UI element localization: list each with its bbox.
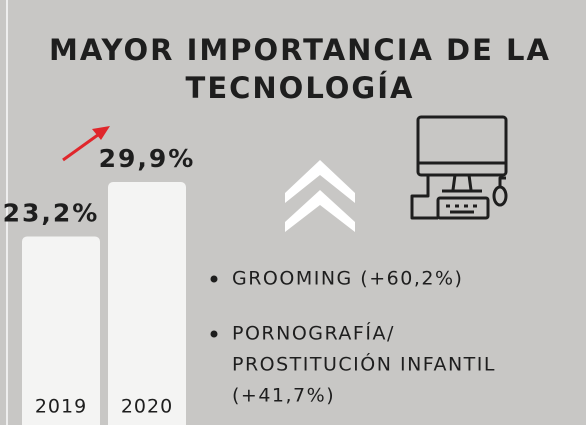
title-line: MAYOR IMPORTANCIA DE LA (49, 33, 551, 67)
bullet-text: PORNOGRAFÍA/ (232, 322, 395, 345)
bullet (210, 330, 218, 338)
bullet-text: (+41,7%) (232, 385, 335, 407)
bullet-text: GROOMING (+60,2%) (232, 268, 463, 290)
computer-icon (410, 115, 508, 220)
value-label: 29,9% (99, 144, 196, 173)
title-line: TECNOLOGÍA (186, 71, 415, 105)
bar (108, 182, 186, 425)
bullet-text: PROSTITUCIÓN INFANTIL (232, 352, 496, 376)
trend-arrow (62, 126, 110, 162)
bar (22, 236, 100, 425)
chevrons (285, 160, 355, 232)
value-label: 23,2% (3, 198, 100, 227)
x-tick-label: 2020 (121, 396, 173, 418)
x-tick-label: 2019 (35, 396, 87, 418)
bullet (210, 275, 218, 283)
